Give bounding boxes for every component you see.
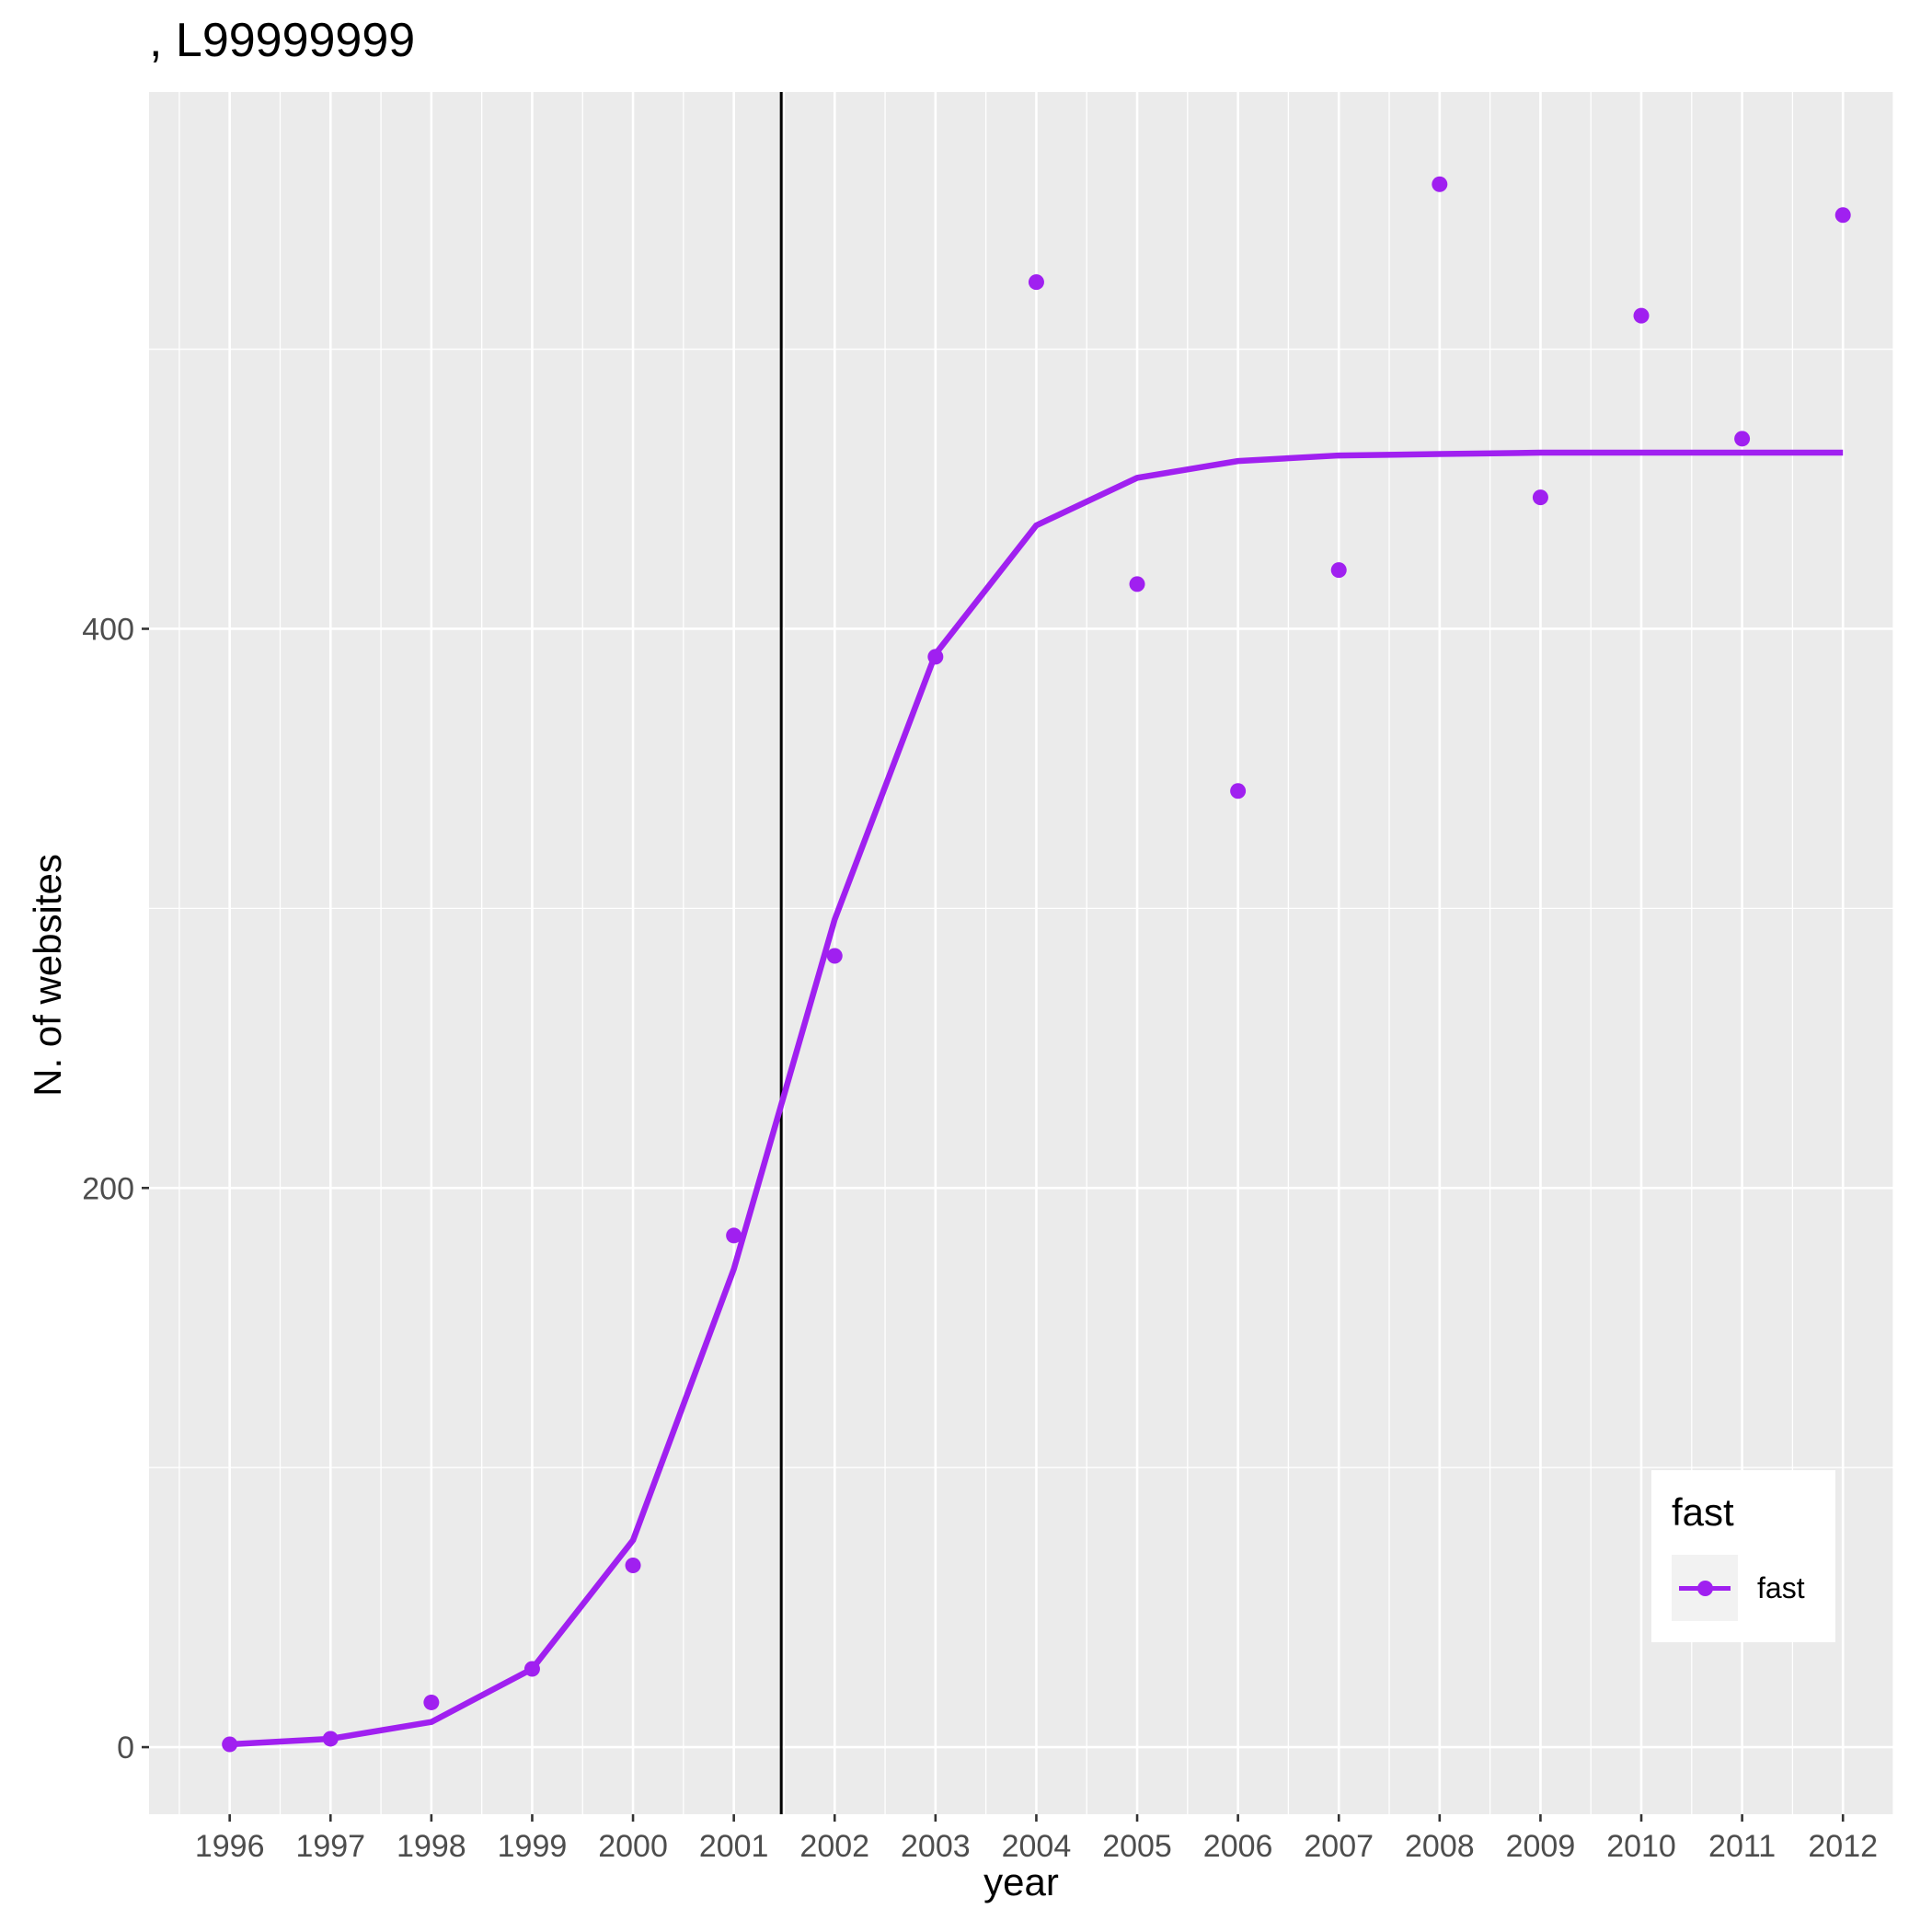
data-point — [1532, 489, 1548, 506]
x-tick-label: 2005 — [1102, 1829, 1172, 1864]
data-point — [423, 1694, 440, 1710]
chart-title: , L99999999 — [149, 14, 416, 67]
data-point — [726, 1227, 742, 1244]
x-tick-label: 2003 — [901, 1829, 971, 1864]
x-tick-label: 2012 — [1808, 1829, 1878, 1864]
x-tick-label: 1999 — [498, 1829, 568, 1864]
x-tick-label: 2000 — [598, 1829, 668, 1864]
x-tick-label: 2001 — [699, 1829, 769, 1864]
data-point — [625, 1558, 641, 1574]
x-tick-label: 2006 — [1203, 1829, 1273, 1864]
data-point — [1633, 307, 1650, 324]
plot-panel — [149, 92, 1893, 1814]
y-tick-label: 0 — [117, 1731, 134, 1765]
data-point — [322, 1731, 339, 1747]
series-layer — [222, 176, 1851, 1753]
x-tick-label: 2009 — [1506, 1829, 1576, 1864]
legend-point-swatch — [1697, 1581, 1713, 1596]
data-point — [1129, 576, 1145, 592]
data-point — [1432, 176, 1448, 192]
legend-title: fast — [1672, 1490, 1734, 1534]
y-tick-label: 400 — [82, 612, 134, 647]
x-axis-label: year — [983, 1860, 1059, 1903]
series-fit-line-fast — [229, 449, 1844, 1748]
x-tick-label: 2002 — [799, 1829, 869, 1864]
major-gridlines — [149, 92, 1893, 1814]
minor-gridlines — [149, 92, 1894, 1814]
y-axis-label: N. of websites — [26, 854, 69, 1097]
x-tick-label: 1998 — [397, 1829, 466, 1864]
data-point — [1028, 274, 1044, 291]
axes: 1996 1997 1998 1999 2000 2001 2002 2003 2004 2005… — [82, 612, 1878, 1864]
x-tick-label: 2010 — [1606, 1829, 1676, 1864]
x-tick-label: 2008 — [1405, 1829, 1475, 1864]
legend: fast fast — [1651, 1470, 1835, 1642]
data-point — [1230, 783, 1247, 799]
data-point — [222, 1736, 238, 1753]
data-point — [826, 948, 843, 964]
data-point — [523, 1661, 540, 1677]
data-point — [927, 649, 944, 665]
x-tick-label: 1996 — [195, 1829, 265, 1864]
data-point — [1834, 207, 1851, 224]
data-point — [1330, 562, 1347, 579]
legend-label-fast: fast — [1757, 1571, 1805, 1604]
legend-key-fast — [1672, 1555, 1738, 1621]
x-tick-label: 1997 — [295, 1829, 365, 1864]
y-tick-label: 200 — [82, 1171, 134, 1206]
x-tick-label: 2011 — [1708, 1829, 1776, 1864]
x-tick-label: 2007 — [1304, 1829, 1374, 1864]
data-point — [1734, 431, 1751, 447]
x-tick-label: 2004 — [1002, 1829, 1072, 1864]
